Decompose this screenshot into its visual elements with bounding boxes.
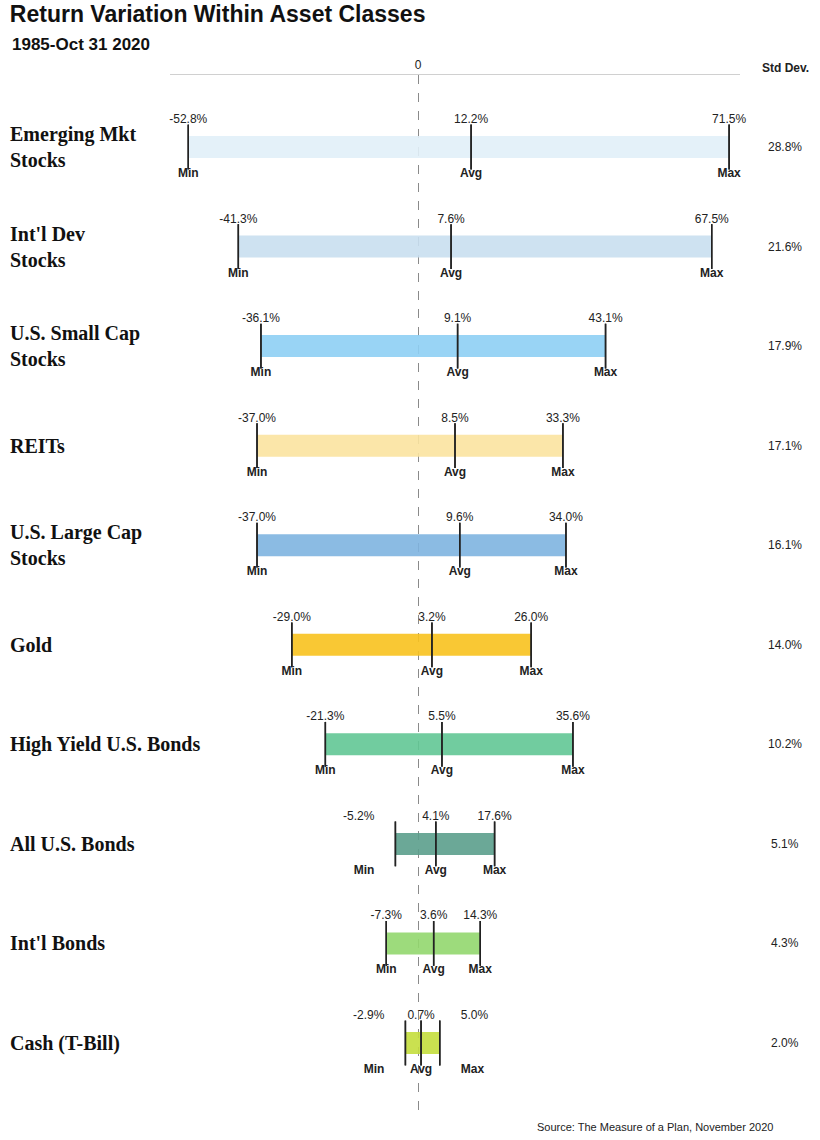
svg-text:5.0%: 5.0%: [461, 1008, 489, 1022]
svg-text:4.3%: 4.3%: [771, 936, 799, 950]
svg-text:2.0%: 2.0%: [771, 1036, 799, 1050]
svg-text:Avg: Avg: [460, 166, 482, 180]
svg-text:17.9%: 17.9%: [768, 339, 802, 353]
svg-text:1985-Oct 31 2020: 1985-Oct 31 2020: [12, 35, 150, 54]
svg-text:Min: Min: [247, 564, 268, 578]
svg-text:9.6%: 9.6%: [446, 510, 474, 524]
svg-text:12.2%: 12.2%: [454, 112, 488, 126]
svg-text:14.3%: 14.3%: [463, 908, 497, 922]
svg-text:4.1%: 4.1%: [422, 809, 450, 823]
svg-text:34.0%: 34.0%: [549, 510, 583, 524]
svg-text:All U.S. Bonds: All U.S. Bonds: [10, 833, 135, 855]
svg-text:Std Dev.: Std Dev.: [762, 61, 809, 75]
svg-text:0: 0: [415, 58, 422, 72]
svg-text:Max: Max: [717, 166, 741, 180]
svg-text:67.5%: 67.5%: [695, 212, 729, 226]
svg-text:14.0%: 14.0%: [768, 638, 802, 652]
svg-text:Avg: Avg: [431, 763, 453, 777]
svg-text:Emerging MktStocks: Emerging MktStocks: [10, 123, 136, 171]
svg-text:33.3%: 33.3%: [546, 411, 580, 425]
svg-text:Max: Max: [483, 863, 507, 877]
svg-text:Avg: Avg: [410, 1062, 432, 1076]
svg-text:Min: Min: [376, 962, 397, 976]
svg-text:-21.3%: -21.3%: [306, 709, 344, 723]
svg-text:5.5%: 5.5%: [428, 709, 456, 723]
svg-text:-5.2%: -5.2%: [343, 809, 375, 823]
svg-text:Max: Max: [700, 266, 724, 280]
svg-text:71.5%: 71.5%: [712, 112, 746, 126]
svg-text:-36.1%: -36.1%: [242, 311, 280, 325]
svg-text:Max: Max: [519, 664, 543, 678]
svg-text:-2.9%: -2.9%: [353, 1008, 385, 1022]
svg-text:-37.0%: -37.0%: [238, 510, 276, 524]
svg-text:7.6%: 7.6%: [437, 212, 465, 226]
svg-text:Max: Max: [594, 365, 618, 379]
svg-text:Source: The Measure of a Plan,: Source: The Measure of a Plan, November …: [537, 1121, 773, 1133]
svg-text:Min: Min: [315, 763, 336, 777]
svg-text:Avg: Avg: [446, 365, 468, 379]
svg-text:-29.0%: -29.0%: [273, 610, 311, 624]
svg-text:Avg: Avg: [440, 266, 462, 280]
svg-text:Max: Max: [561, 763, 585, 777]
svg-text:Max: Max: [554, 564, 578, 578]
svg-text:16.1%: 16.1%: [768, 538, 802, 552]
svg-text:Max: Max: [469, 962, 493, 976]
svg-text:8.5%: 8.5%: [441, 411, 469, 425]
svg-text:Int'l DevStocks: Int'l DevStocks: [10, 223, 85, 271]
svg-text:5.1%: 5.1%: [771, 837, 799, 851]
svg-text:17.6%: 17.6%: [478, 809, 512, 823]
svg-text:-52.8%: -52.8%: [169, 112, 207, 126]
svg-text:REITs: REITs: [10, 435, 65, 457]
svg-text:43.1%: 43.1%: [589, 311, 623, 325]
svg-text:Avg: Avg: [449, 564, 471, 578]
svg-text:Min: Min: [364, 1062, 385, 1076]
svg-text:10.2%: 10.2%: [768, 737, 802, 751]
svg-text:Gold: Gold: [10, 634, 52, 656]
svg-text:Min: Min: [281, 664, 302, 678]
svg-text:U.S. Small CapStocks: U.S. Small CapStocks: [10, 322, 140, 370]
svg-text:26.0%: 26.0%: [514, 610, 548, 624]
svg-text:-7.3%: -7.3%: [371, 908, 403, 922]
svg-text:Min: Min: [251, 365, 272, 379]
svg-text:35.6%: 35.6%: [556, 709, 590, 723]
svg-text:Cash (T-Bill): Cash (T-Bill): [10, 1032, 120, 1055]
svg-text:21.6%: 21.6%: [768, 240, 802, 254]
svg-text:Max: Max: [551, 465, 575, 479]
svg-text:17.1%: 17.1%: [768, 439, 802, 453]
svg-text:-37.0%: -37.0%: [238, 411, 276, 425]
svg-text:3.2%: 3.2%: [418, 610, 446, 624]
svg-text:Min: Min: [354, 863, 375, 877]
svg-text:Avg: Avg: [421, 664, 443, 678]
svg-text:Min: Min: [247, 465, 268, 479]
svg-text:9.1%: 9.1%: [444, 311, 472, 325]
svg-text:High Yield U.S. Bonds: High Yield U.S. Bonds: [10, 733, 200, 756]
svg-text:-41.3%: -41.3%: [219, 212, 257, 226]
svg-text:U.S. Large CapStocks: U.S. Large CapStocks: [10, 521, 142, 569]
svg-text:3.6%: 3.6%: [420, 908, 448, 922]
svg-text:Min: Min: [228, 266, 249, 280]
svg-text:0.7%: 0.7%: [407, 1008, 435, 1022]
svg-text:Avg: Avg: [425, 863, 447, 877]
svg-text:Max: Max: [461, 1062, 485, 1076]
svg-text:Avg: Avg: [444, 465, 466, 479]
svg-text:28.8%: 28.8%: [768, 140, 802, 154]
svg-text:Min: Min: [178, 166, 199, 180]
svg-text:Return Variation Within Asset: Return Variation Within Asset Classes: [10, 1, 426, 27]
svg-text:Int'l Bonds: Int'l Bonds: [10, 932, 105, 954]
svg-text:Avg: Avg: [423, 962, 445, 976]
